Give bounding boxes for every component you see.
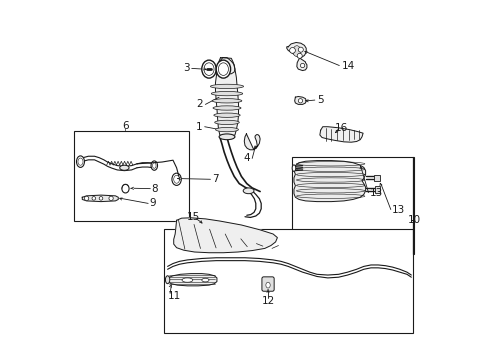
Circle shape [84, 196, 89, 201]
Ellipse shape [202, 60, 216, 78]
Ellipse shape [215, 120, 239, 125]
Ellipse shape [202, 278, 209, 282]
Polygon shape [294, 161, 366, 202]
Ellipse shape [216, 127, 239, 132]
Text: 2: 2 [196, 99, 203, 109]
Text: 16: 16 [335, 123, 348, 133]
Text: 7: 7 [212, 174, 219, 184]
Ellipse shape [151, 161, 157, 170]
Ellipse shape [293, 46, 301, 57]
Ellipse shape [152, 163, 156, 168]
Ellipse shape [212, 99, 242, 103]
Text: 8: 8 [151, 184, 158, 194]
Ellipse shape [214, 113, 240, 117]
Text: 14: 14 [342, 60, 355, 71]
Ellipse shape [172, 173, 181, 185]
Ellipse shape [120, 165, 129, 170]
Text: 1: 1 [196, 122, 202, 132]
Ellipse shape [219, 63, 228, 76]
FancyBboxPatch shape [262, 277, 274, 291]
Ellipse shape [174, 175, 179, 183]
Text: 6: 6 [122, 121, 129, 131]
Circle shape [300, 63, 305, 68]
Polygon shape [320, 127, 363, 142]
Text: 13: 13 [369, 188, 383, 198]
Polygon shape [245, 134, 260, 150]
Text: 13: 13 [392, 204, 405, 215]
Bar [74, 131, 189, 221]
Ellipse shape [76, 156, 84, 167]
Bar [374, 175, 380, 181]
Polygon shape [216, 58, 239, 138]
Text: 4: 4 [244, 153, 250, 163]
Ellipse shape [182, 278, 193, 282]
Bar [164, 229, 413, 333]
Ellipse shape [213, 106, 241, 110]
Circle shape [298, 47, 303, 52]
Text: 3: 3 [184, 63, 190, 73]
Ellipse shape [210, 84, 244, 89]
Polygon shape [287, 42, 307, 71]
Circle shape [297, 53, 302, 58]
Ellipse shape [243, 188, 254, 194]
Bar [292, 157, 414, 254]
Text: 9: 9 [149, 198, 156, 208]
Circle shape [298, 99, 303, 103]
Ellipse shape [219, 134, 235, 140]
Circle shape [109, 196, 113, 201]
Text: 15: 15 [187, 212, 200, 222]
Circle shape [92, 197, 96, 200]
Text: 5: 5 [317, 95, 323, 105]
Ellipse shape [78, 158, 83, 165]
Polygon shape [174, 218, 277, 253]
Polygon shape [82, 195, 118, 202]
Text: 12: 12 [262, 296, 275, 306]
Circle shape [99, 197, 103, 200]
Polygon shape [168, 274, 217, 286]
Ellipse shape [204, 63, 214, 76]
Text: 10: 10 [408, 215, 421, 225]
Circle shape [290, 48, 295, 53]
Ellipse shape [122, 184, 129, 193]
Polygon shape [219, 58, 235, 74]
Ellipse shape [216, 60, 231, 78]
Ellipse shape [211, 91, 243, 96]
Text: 11: 11 [168, 291, 181, 301]
Ellipse shape [292, 165, 296, 171]
Ellipse shape [166, 276, 170, 284]
Polygon shape [294, 96, 306, 104]
Bar [374, 186, 380, 193]
Ellipse shape [266, 282, 270, 288]
